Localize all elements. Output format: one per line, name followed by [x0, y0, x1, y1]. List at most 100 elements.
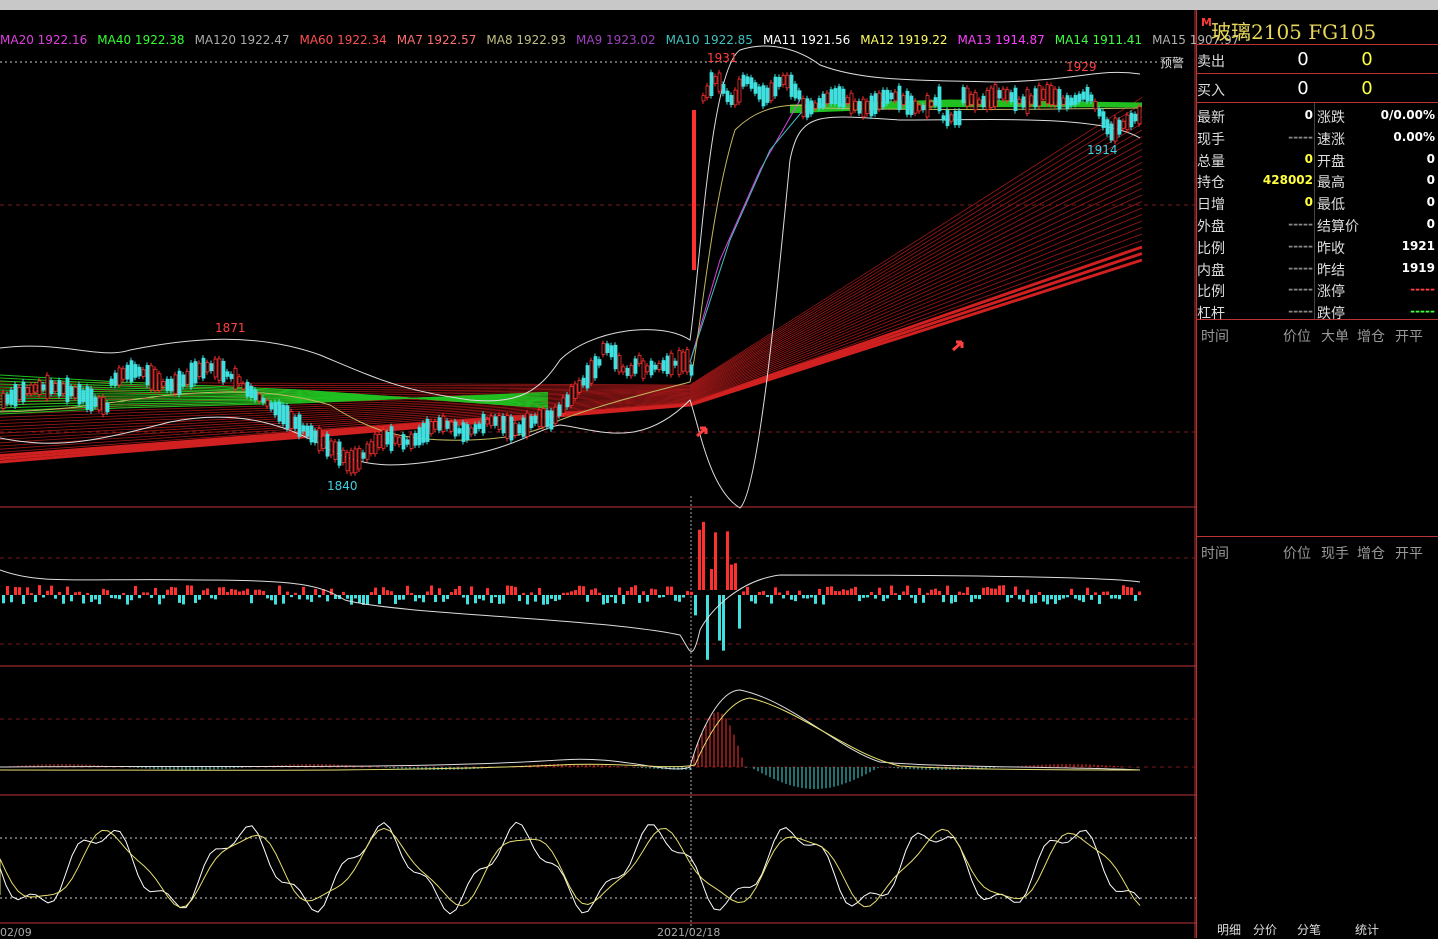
kline-chart-svg[interactable] — [0, 10, 1196, 938]
candle-body — [901, 95, 906, 106]
panel-tab[interactable]: 分价 — [1253, 923, 1278, 937]
quote-label: 昨收 — [1317, 240, 1345, 257]
candle-body — [437, 417, 442, 431]
panel-tab[interactable]: 分笔 — [1297, 923, 1322, 937]
ma-line — [0, 168, 1143, 418]
candle-body — [177, 370, 182, 395]
quote-value: 0/0.00% — [1380, 108, 1435, 122]
candle-body — [597, 359, 602, 366]
tick-column-header: 开平 — [1395, 546, 1423, 562]
volume-bar — [574, 590, 577, 595]
volume-bar — [794, 595, 797, 602]
candle-body — [45, 374, 50, 400]
candle-body — [153, 368, 158, 391]
volume-bar — [118, 595, 121, 600]
volume-bar — [790, 595, 793, 600]
candle-body — [521, 417, 526, 437]
volume-bar — [378, 595, 381, 605]
quote-value: ----- — [1410, 304, 1435, 319]
quote-value: 0 — [1304, 195, 1313, 210]
candle-body — [685, 349, 690, 373]
volume-bar — [638, 595, 641, 603]
volume-bar — [506, 585, 509, 595]
ma-legend-item: MA13 1914.87 — [957, 33, 1045, 47]
candle-body — [789, 74, 794, 97]
candle-body — [601, 343, 606, 355]
volume-bar — [130, 595, 133, 601]
tick-column-header: 现手 — [1321, 546, 1349, 562]
tick-trade-list[interactable]: 时间 价位 现手 增仓 开平 — [1197, 537, 1438, 907]
candle-body — [861, 98, 866, 118]
volume-bar — [422, 595, 425, 603]
volume-bar — [282, 595, 285, 604]
candle-body — [61, 383, 66, 395]
volume-bar — [702, 521, 705, 590]
quote-value: 1921 — [1401, 238, 1435, 253]
candle-body — [129, 360, 134, 382]
volume-bar — [650, 588, 653, 595]
volume-bar — [838, 591, 841, 595]
volume-bar — [82, 595, 85, 604]
ma-line — [0, 201, 1143, 434]
candle-body — [545, 410, 550, 427]
candle-body — [729, 94, 734, 105]
volume-bar — [774, 587, 777, 595]
volume-bar — [602, 595, 605, 605]
volume-bar — [42, 595, 45, 598]
x-axis-label: 2021/02/18 — [657, 926, 721, 939]
volume-bar — [270, 595, 273, 601]
candle-body — [929, 101, 934, 107]
quote-label: 持仓 — [1197, 175, 1225, 192]
quote-label: 结算价 — [1317, 219, 1359, 235]
candle-body — [205, 362, 210, 373]
ma-line — [689, 101, 811, 363]
candle-body — [429, 421, 434, 435]
candle-body — [53, 383, 58, 392]
candle-body — [705, 85, 710, 98]
candle-body — [389, 426, 394, 451]
candle-body — [277, 401, 282, 422]
quote-panel: M 玻璃2105 FG105 卖出 0 0 买入 0 0 最新 0 现手 ----- 总… — [1196, 10, 1438, 938]
buy-volume: 0 — [1361, 78, 1373, 99]
quote-label: 速涨 — [1317, 131, 1345, 148]
candle-body — [1057, 89, 1062, 110]
candle-body — [525, 412, 530, 437]
ma-line — [0, 233, 1143, 450]
sell-label: 卖出 — [1197, 54, 1225, 70]
quote-value: 0 — [1304, 151, 1313, 166]
panel-tab[interactable]: 明细 — [1217, 923, 1242, 937]
macd-dea-line — [0, 697, 1141, 771]
volume-bar — [590, 589, 593, 595]
ma-line — [0, 142, 1143, 405]
panel-tab[interactable]: 统计 — [1355, 923, 1380, 937]
candle-body — [593, 356, 598, 379]
candle-body — [497, 415, 502, 430]
kline-chart-area[interactable]: MA20 1922.16 MA40 1922.38 MA120 1922.47 MA6… — [0, 10, 1239, 939]
bollinger-upper — [0, 45, 1141, 402]
candle-body — [101, 396, 106, 415]
volume-bar — [846, 590, 849, 595]
volume-bar — [990, 588, 993, 595]
ma-legend: MA20 1922.16 MA40 1922.38 MA120 1922.47 MA6… — [0, 33, 1249, 49]
candle-body — [197, 362, 202, 377]
candle-body — [25, 387, 30, 394]
candle-body — [381, 429, 386, 449]
volume-bar — [186, 585, 189, 595]
volume-bar — [1118, 595, 1121, 600]
volume-bar — [510, 585, 513, 595]
candle-body — [677, 350, 682, 375]
volume-bar — [406, 585, 409, 595]
volume-bar — [978, 595, 981, 600]
volume-bar — [1022, 595, 1025, 602]
volume-bar — [94, 595, 97, 600]
volume-bar — [1034, 595, 1037, 604]
candle-body — [253, 389, 258, 401]
volume-bar — [438, 588, 441, 595]
tick-detail-list[interactable]: 时间 价位 大单 增仓 开平 — [1197, 320, 1438, 537]
candle-body — [529, 416, 534, 428]
candle-body — [605, 343, 610, 354]
volume-bar — [734, 563, 737, 590]
quote-value: ----- — [1288, 217, 1313, 231]
candle-body — [721, 84, 726, 94]
volume-bar — [1046, 595, 1049, 605]
